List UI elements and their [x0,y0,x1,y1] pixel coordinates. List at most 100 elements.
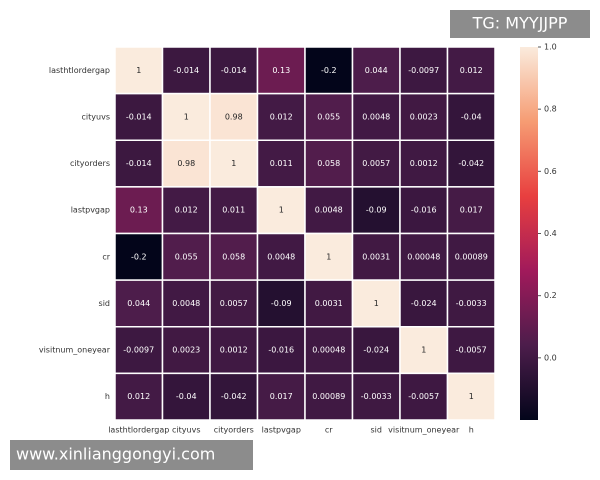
heatmap-cell [209,186,259,235]
cell-label: -0.014 [173,66,199,75]
cell-label: -0.014 [126,159,152,168]
cell-label: 0.017 [270,392,293,401]
cell-label: -0.09 [366,206,387,215]
cell-label: 0.0057 [362,159,390,168]
heatmap-cell [161,139,211,188]
watermark-box [10,440,253,470]
x-tick-label: lastpvgap [262,426,301,435]
cell-label: -0.014 [126,112,152,121]
cell-label: -0.016 [411,206,437,215]
colorbar-tick-label: 0.0 [544,353,557,362]
heatmap-cell [256,232,306,281]
heatmap-cell [399,46,449,95]
heatmap-cell [256,92,306,141]
cell-label: -0.0057 [456,346,487,355]
watermark: TG: MYYJJPP [472,14,568,33]
cell-label: -0.024 [411,299,437,308]
cell-label: 0.00048 [312,346,345,355]
heatmap-cell [304,92,354,141]
heatmap-cell [351,186,401,235]
heatmap-cell [161,92,211,141]
cell-label: 0.00048 [407,252,440,261]
heatmap-cell [304,279,354,328]
cell-label: 0.011 [270,159,293,168]
heatmap-cell [256,326,306,375]
x-tick-label: lasthtlordergap [108,426,169,435]
heatmap-cell [114,139,164,188]
cell-label: 1 [136,66,141,75]
x-tick-label: cr [325,426,333,435]
cell-label: -0.014 [221,66,247,75]
cell-label: -0.0033 [456,299,487,308]
heatmap-cell [351,92,401,141]
cell-label: 0.13 [130,206,148,215]
watermark: www.xinlianggongyi.com [16,445,215,464]
heatmap-cell [114,232,164,281]
cell-label: 0.98 [177,159,195,168]
heatmap-cell [161,279,211,328]
heatmap-cell [446,372,496,421]
cell-label: 0.011 [222,206,245,215]
cell-label: 0.012 [460,66,483,75]
cell-label: -0.042 [221,392,247,401]
cell-label: -0.016 [268,346,294,355]
heatmap-cell [114,326,164,375]
heatmap-cell [351,372,401,421]
cell-label: 0.0048 [267,252,295,261]
heatmap-cell [399,326,449,375]
cell-label: -0.042 [458,159,484,168]
cell-label: -0.2 [321,66,337,75]
cell-label: 0.0023 [410,112,438,121]
cell-label: 0.0057 [220,299,248,308]
cell-label: 0.0012 [410,159,438,168]
cell-label: 1 [279,206,284,215]
cell-label: 0.044 [127,299,150,308]
heatmap-cell [446,92,496,141]
heatmap-cell [304,326,354,375]
cell-label: -0.0097 [123,346,154,355]
x-tick-label: cityorders [214,426,254,435]
cell-label: 1 [421,346,426,355]
cell-label: -0.0057 [408,392,439,401]
cell-label: 0.012 [175,206,198,215]
heatmap-cell [256,186,306,235]
cell-label: -0.0033 [361,392,392,401]
x-tick-label: h [469,426,474,435]
colorbar-tick-label: 0.6 [544,167,557,176]
heatmap-cell [446,279,496,328]
colorbar-tick-label: 1.0 [544,43,557,52]
cell-label: 0.058 [317,159,340,168]
cell-label: 0.0023 [172,346,200,355]
y-tick-label: sid [99,299,110,308]
heatmap-cell [446,186,496,235]
y-tick-label: cityorders [70,159,110,168]
heatmap-cell [351,232,401,281]
x-tick-label: cityuvs [172,426,200,435]
heatmap-cell [304,232,354,281]
cell-label: -0.0097 [408,66,439,75]
cell-label: 0.055 [175,252,198,261]
heatmap-cell [399,139,449,188]
x-tick-label: visitnum_oneyear [388,426,460,435]
cell-label: 1 [326,252,331,261]
y-tick-label: cr [102,252,110,261]
cell-label: 0.98 [225,112,243,121]
y-tick-label: lastpvgap [71,206,110,215]
x-tick-label: sid [371,426,382,435]
cell-label: 0.044 [365,66,388,75]
cell-label: 0.017 [460,206,483,215]
cell-label: -0.04 [176,392,197,401]
cell-label: 1 [184,112,189,121]
cell-label: 0.0048 [315,206,343,215]
heatmap-cell [304,46,354,95]
heatmap-cell [351,326,401,375]
y-tick-label: lasthtlordergap [49,66,110,75]
cell-label: 0.0031 [362,252,390,261]
cell-label: 0.012 [127,392,150,401]
heatmap-cell [446,46,496,95]
y-tick-label: visitnum_oneyear [39,346,111,355]
cell-label: 1 [231,159,236,168]
heatmap-cell [446,326,496,375]
cell-label: -0.024 [363,346,389,355]
